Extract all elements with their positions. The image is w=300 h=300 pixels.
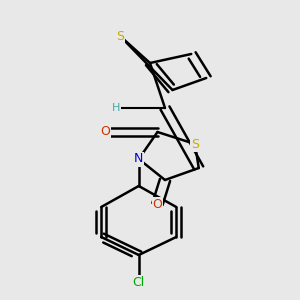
Text: O: O xyxy=(100,125,110,139)
Text: S: S xyxy=(116,29,124,43)
Text: N: N xyxy=(134,152,143,166)
Text: O: O xyxy=(153,197,162,211)
Text: H: H xyxy=(112,103,120,113)
Text: Cl: Cl xyxy=(133,275,145,289)
Text: S: S xyxy=(191,137,199,151)
